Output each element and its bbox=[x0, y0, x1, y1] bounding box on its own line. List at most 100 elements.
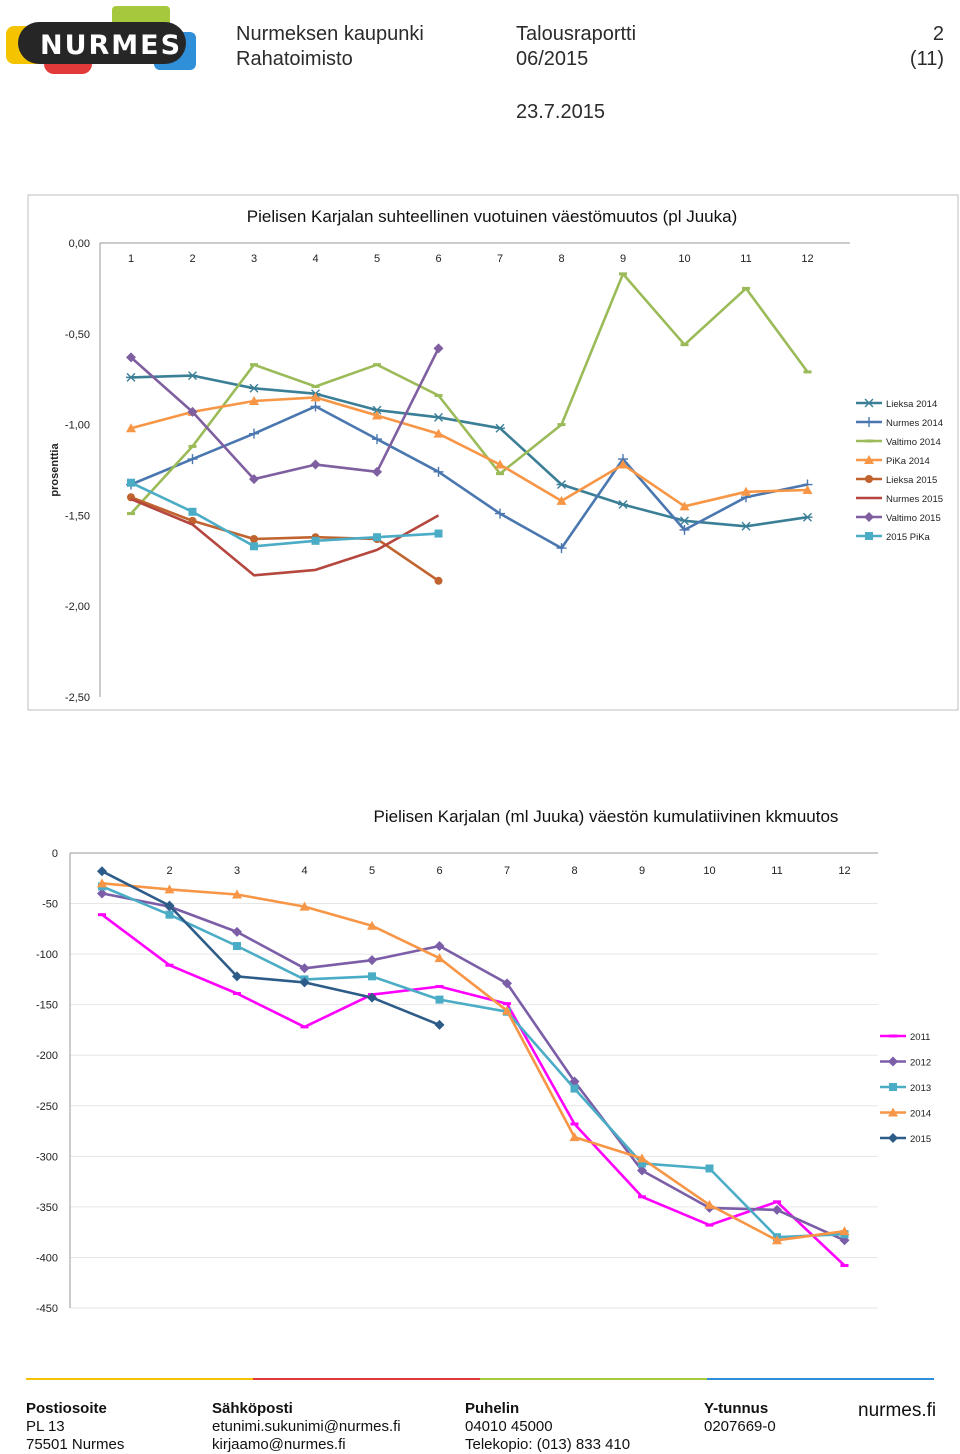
data-point bbox=[187, 454, 198, 465]
data-point bbox=[250, 535, 258, 544]
data-point bbox=[679, 524, 690, 535]
page-number: 2 (11) bbox=[900, 22, 944, 72]
data-point bbox=[742, 286, 750, 290]
y-tick-label: -0,50 bbox=[65, 329, 90, 341]
series-lieksa-2014 bbox=[126, 371, 813, 531]
data-point bbox=[638, 1195, 646, 1199]
data-point bbox=[299, 901, 310, 911]
x-tick-label: 5 bbox=[369, 865, 375, 877]
y-tick-label: -200 bbox=[36, 1050, 58, 1062]
data-point bbox=[803, 370, 812, 374]
series-line bbox=[101, 913, 846, 1267]
x-tick-label: 12 bbox=[838, 865, 850, 877]
legend-item: 2014 bbox=[880, 1107, 931, 1120]
footer-address-line2: 75501 Nurmes bbox=[26, 1436, 125, 1453]
x-tick-label: 3 bbox=[234, 865, 240, 877]
legend-item: 2015 bbox=[880, 1133, 931, 1145]
y-tick-label: -50 bbox=[42, 899, 58, 911]
data-point bbox=[502, 1005, 512, 1015]
series-line bbox=[130, 347, 440, 481]
legend-swatch-marker bbox=[888, 1107, 898, 1117]
data-point bbox=[187, 406, 198, 417]
series-line bbox=[101, 892, 846, 1242]
footer-phone-label: Puhelin bbox=[465, 1400, 520, 1417]
data-point bbox=[127, 512, 135, 516]
data-point bbox=[165, 910, 174, 919]
y-tick-label: 0,00 bbox=[69, 238, 90, 250]
data-point bbox=[433, 428, 444, 438]
x-tick-label: 8 bbox=[558, 253, 564, 265]
x-tick-label: 12 bbox=[801, 253, 813, 265]
legend-swatch-marker bbox=[888, 1056, 898, 1067]
series-pika-2014 bbox=[126, 392, 813, 511]
legend-item: Nurmes 2014 bbox=[856, 417, 943, 429]
legend-label: PiKa 2014 bbox=[886, 456, 930, 467]
data-point bbox=[619, 272, 627, 276]
y-tick-label: -1,50 bbox=[65, 510, 90, 522]
data-point bbox=[680, 343, 689, 347]
data-point bbox=[502, 978, 512, 989]
x-tick-label: 2 bbox=[189, 253, 195, 265]
report-title: Talousraportti 06/2015 bbox=[516, 22, 636, 72]
data-point bbox=[556, 495, 567, 505]
data-point bbox=[249, 474, 259, 485]
y-tick-label: -300 bbox=[36, 1151, 58, 1163]
data-point bbox=[310, 392, 321, 402]
data-point bbox=[233, 992, 241, 996]
series-line bbox=[101, 870, 440, 1027]
data-point bbox=[434, 394, 443, 398]
data-point bbox=[434, 941, 445, 952]
data-point bbox=[372, 434, 382, 445]
x-tick-label: 10 bbox=[703, 865, 715, 877]
data-point bbox=[97, 866, 107, 877]
data-point bbox=[557, 423, 566, 427]
footer-email-line2[interactable]: kirjaamo@nurmes.fi bbox=[212, 1436, 346, 1453]
logo-graphic bbox=[6, 6, 196, 74]
footer-phone-line2: Telekopio: (013) 833 410 bbox=[465, 1436, 631, 1453]
legend-label: Nurmes 2014 bbox=[886, 418, 943, 429]
series-line bbox=[130, 396, 808, 508]
data-point bbox=[569, 1132, 580, 1142]
data-point bbox=[126, 423, 136, 433]
data-point bbox=[126, 372, 136, 382]
data-point bbox=[679, 516, 690, 526]
series-line bbox=[130, 272, 809, 515]
data-point bbox=[802, 484, 813, 494]
footer-phone-line1: 04010 45000 bbox=[465, 1418, 553, 1435]
x-tick-label: 7 bbox=[497, 253, 503, 265]
data-point bbox=[802, 512, 813, 522]
legend-swatch-marker bbox=[889, 1034, 897, 1038]
data-point bbox=[705, 1164, 714, 1173]
series-nurmes-2015 bbox=[130, 497, 440, 577]
series-line bbox=[101, 882, 845, 1242]
series-valtimo-2015 bbox=[126, 343, 444, 485]
footer-ytunnus-label: Y-tunnus bbox=[704, 1400, 769, 1417]
y-tick-label: -2,50 bbox=[65, 692, 90, 704]
legend-item: Valtimo 2014 bbox=[856, 437, 941, 448]
legend-label: 2013 bbox=[910, 1083, 931, 1094]
footer-website[interactable]: nurmes.fi bbox=[858, 1400, 937, 1421]
footer-email-line1[interactable]: etunimi.sukunimi@nurmes.fi bbox=[212, 1418, 401, 1435]
data-point bbox=[434, 1019, 445, 1030]
data-point bbox=[300, 1025, 309, 1029]
legend-swatch-marker bbox=[888, 1133, 898, 1143]
data-point bbox=[368, 972, 376, 981]
x-tick-label: 6 bbox=[436, 865, 442, 877]
data-point bbox=[232, 971, 242, 982]
data-point bbox=[188, 507, 197, 516]
series-2012 bbox=[97, 888, 850, 1246]
legend-label: Lieksa 2014 bbox=[886, 399, 937, 410]
data-point bbox=[570, 1122, 579, 1126]
y-tick-label: -150 bbox=[36, 1000, 58, 1012]
data-point bbox=[570, 1084, 579, 1093]
data-point bbox=[127, 478, 135, 487]
y-tick-label: -450 bbox=[36, 1303, 58, 1315]
data-point bbox=[367, 920, 377, 930]
chart-title: Pielisen Karjalan suhteellinen vuotuinen… bbox=[247, 207, 737, 226]
legend-label: 2015 PiKa bbox=[886, 532, 931, 543]
y-tick-label: -350 bbox=[36, 1202, 58, 1214]
data-point bbox=[372, 410, 382, 420]
legend-swatch-marker bbox=[864, 455, 874, 464]
data-point bbox=[232, 926, 242, 937]
org-name: Nurmeksen kaupunki Rahatoimisto bbox=[236, 22, 424, 72]
